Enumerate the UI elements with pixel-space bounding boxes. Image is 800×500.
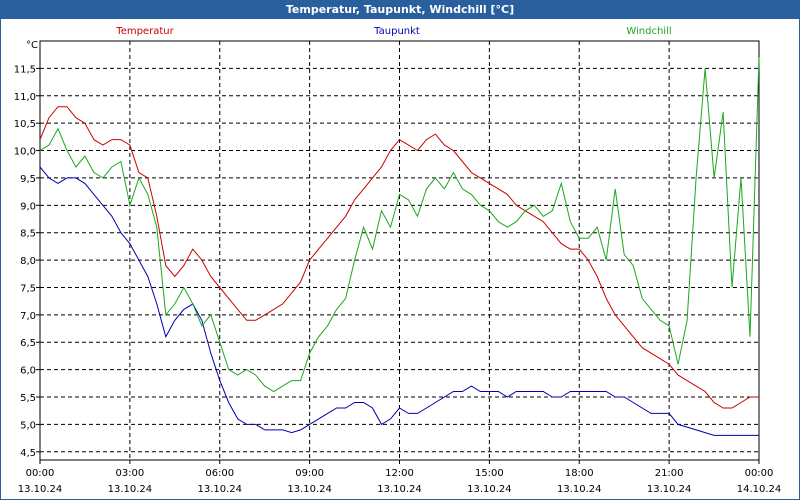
legend-item-temperatur: Temperatur [115, 26, 174, 37]
y-tick-label: 7,0 [20, 311, 36, 322]
plot-area [39, 40, 760, 461]
y-tick-label: 8,0 [20, 256, 36, 267]
x-axis-ticks: 00:00 13.10.24 03:00 13.10.24 06:00 13.10.24 0… [18, 460, 782, 495]
x-tick-date: 13.10.24 [377, 484, 422, 495]
y-tick-label: 10,5 [14, 119, 36, 130]
x-tick-time: 12:00 [385, 468, 414, 479]
x-tick-date: 13.10.24 [108, 484, 153, 495]
chart-title: Temperatur, Taupunkt, Windchill [°C] [1, 1, 799, 19]
x-tick-time: 00:00 [745, 468, 774, 479]
y-tick-label: 4,5 [20, 448, 36, 459]
x-tick-date: 13.10.24 [18, 484, 63, 495]
y-tick-label: 5,5 [20, 393, 36, 404]
y-axis-label: °C [26, 40, 38, 51]
series-line-windchill [39, 57, 760, 393]
x-tick-date: 13.10.24 [467, 484, 512, 495]
x-tick-date: 13.10.24 [647, 484, 692, 495]
x-tick-time: 15:00 [475, 468, 504, 479]
x-tick-date: 13.10.24 [287, 484, 332, 495]
y-tick-label: 9,5 [20, 174, 36, 185]
x-tick-time: 06:00 [205, 468, 234, 479]
y-tick-label: 5,0 [20, 420, 36, 431]
y-tick-label: 10,0 [14, 147, 36, 158]
y-tick-label: 11,5 [14, 64, 36, 75]
y-tick-label: 8,5 [20, 229, 36, 240]
legend-item-taupunkt: Taupunkt [373, 26, 420, 37]
y-tick-label: 7,5 [20, 283, 36, 294]
y-tick-label: 9,0 [20, 201, 36, 212]
x-tick-time: 00:00 [26, 468, 55, 479]
x-tick-date: 14.10.24 [737, 484, 782, 495]
series-lines [39, 57, 760, 436]
y-tick-label: 6,0 [20, 366, 36, 377]
x-tick-time: 03:00 [115, 468, 144, 479]
legend-item-windchill: Windchill [626, 26, 671, 37]
x-tick-time: 18:00 [565, 468, 594, 479]
x-tick-time: 21:00 [655, 468, 684, 479]
x-tick-date: 13.10.24 [197, 484, 242, 495]
y-tick-label: 11,0 [14, 92, 36, 103]
legend: Temperatur Taupunkt Windchill [115, 26, 671, 37]
x-tick-date: 13.10.24 [557, 484, 602, 495]
y-axis-ticks: 4,5 5,0 5,5 6,0 6,5 7,0 7,5 8,0 8,5 9,0 9,5 10,0 10,… [14, 64, 40, 459]
series-line-taupunkt [39, 166, 759, 436]
x-tick-time: 09:00 [295, 468, 324, 479]
series-line-temperatur [39, 106, 759, 409]
y-tick-label: 6,5 [20, 338, 36, 349]
